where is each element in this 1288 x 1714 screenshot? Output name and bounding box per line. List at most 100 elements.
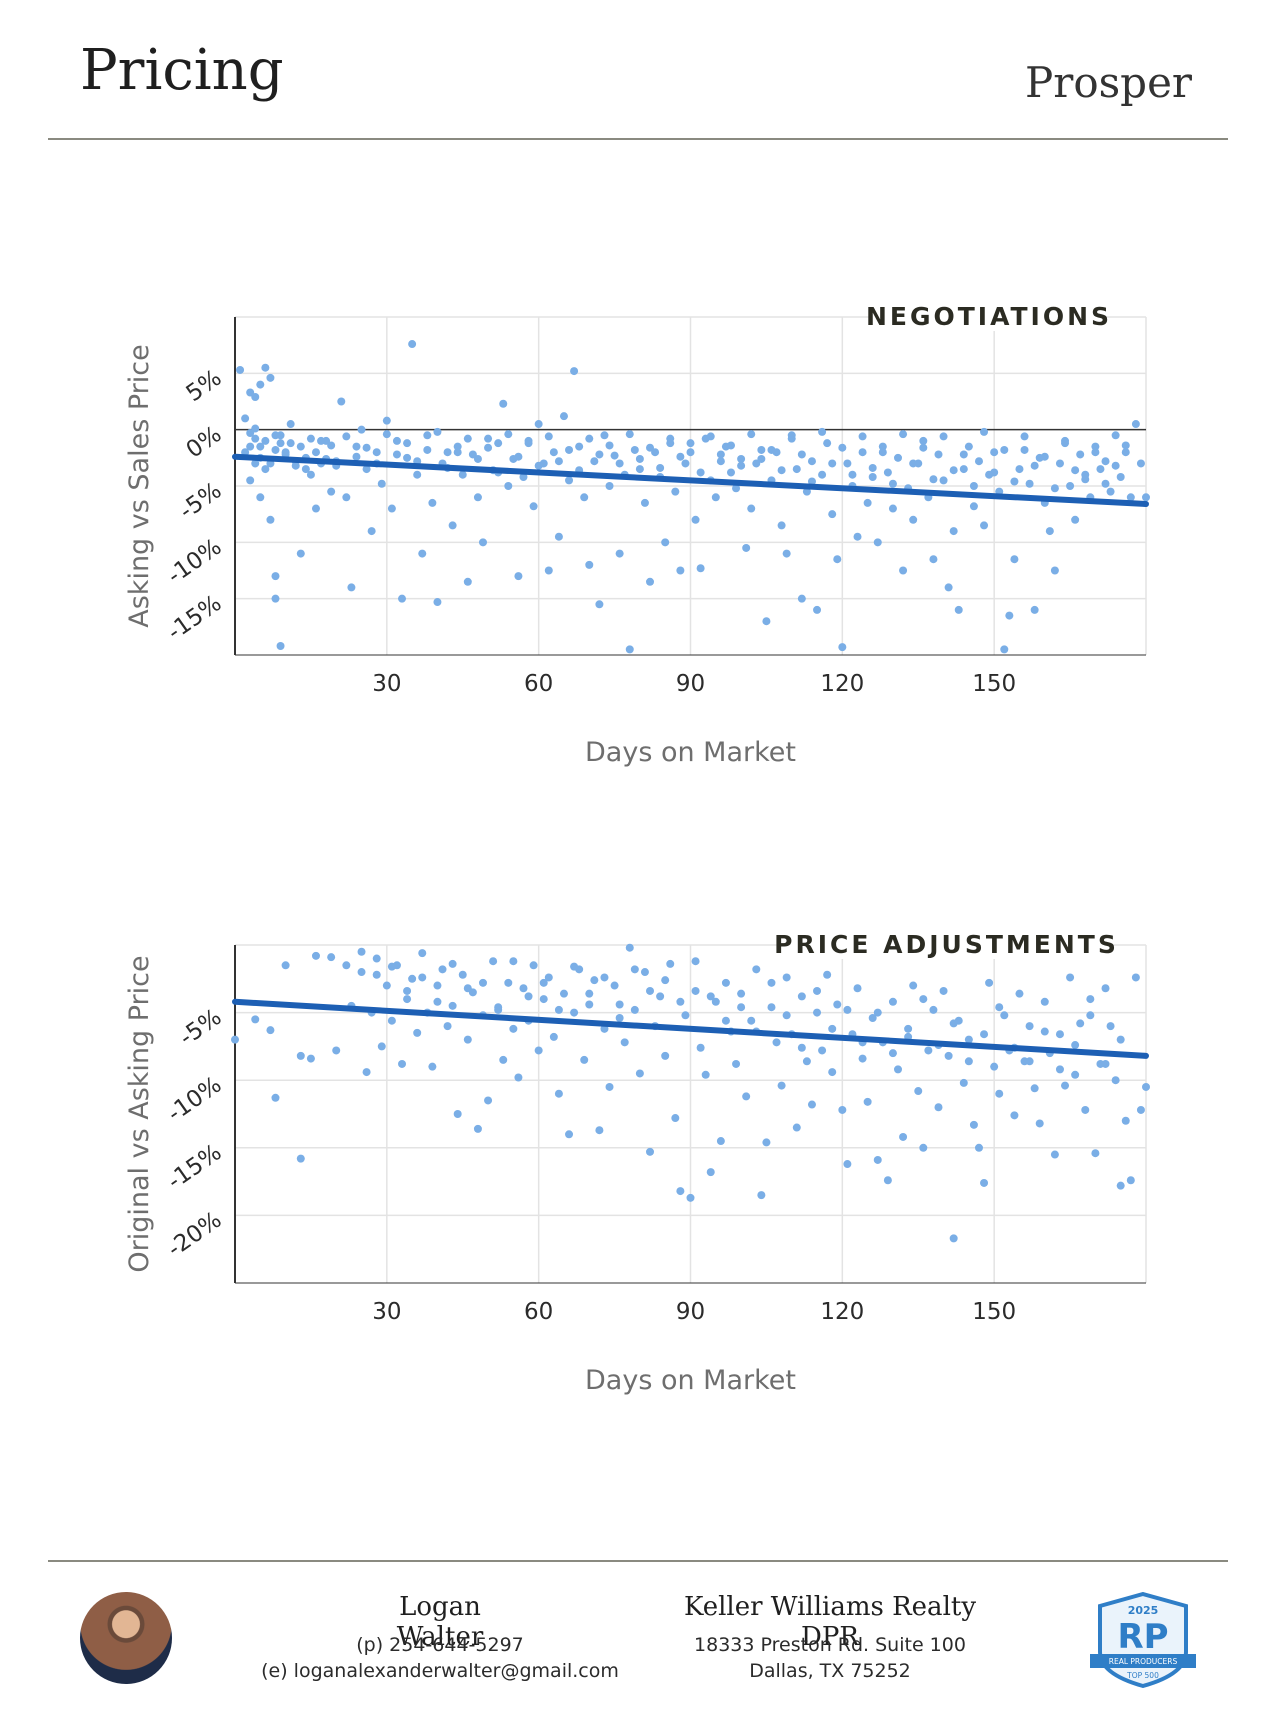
data-point [807, 457, 816, 466]
data-point [828, 510, 837, 519]
data-point [625, 943, 634, 952]
agent-photo [80, 1592, 172, 1684]
data-point [899, 1132, 908, 1141]
data-point [635, 454, 644, 463]
data-point [438, 965, 447, 974]
data-point [1126, 493, 1135, 502]
data-point [357, 947, 366, 956]
data-point [661, 1051, 670, 1060]
data-point [802, 487, 811, 496]
data-point [1111, 1076, 1120, 1085]
data-point [635, 465, 644, 474]
data-point [403, 995, 412, 1004]
data-point [691, 515, 700, 524]
data-point [686, 448, 695, 457]
real-producers-badge-icon: 2025 RP REAL PRODUCERS TOP 500 [1090, 1592, 1196, 1688]
data-point [726, 441, 735, 450]
data-point [1101, 984, 1110, 993]
data-point [352, 452, 361, 461]
y-tick-label: 5% [182, 365, 227, 407]
data-point [236, 365, 245, 374]
data-point [1005, 611, 1014, 620]
y-tick-label: -20% [163, 1207, 227, 1262]
data-point [858, 432, 867, 441]
data-point [757, 1191, 766, 1200]
x-tick-label: 30 [372, 1299, 401, 1325]
data-point [534, 420, 543, 429]
data-point [818, 470, 827, 479]
data-point [519, 472, 528, 481]
data-point [615, 1014, 624, 1023]
data-point [534, 461, 543, 470]
data-point [919, 1143, 928, 1152]
data-point [1015, 989, 1024, 998]
data-point [1020, 432, 1029, 441]
data-point [782, 1011, 791, 1020]
data-point [807, 477, 816, 486]
data-point [701, 1070, 710, 1079]
data-point [899, 566, 908, 575]
data-point [721, 1016, 730, 1025]
data-point [1076, 450, 1085, 459]
data-point [888, 479, 897, 488]
data-point [484, 434, 493, 443]
data-point [1071, 1041, 1080, 1050]
data-point [929, 475, 938, 484]
data-point [463, 1035, 472, 1044]
data-point [327, 441, 336, 450]
data-point [646, 1147, 655, 1156]
data-point [1116, 1035, 1125, 1044]
data-point [894, 1065, 903, 1074]
data-point [818, 1046, 827, 1055]
data-point [377, 479, 386, 488]
data-point [873, 538, 882, 547]
chart-title: PRICE ADJUSTMENTS [774, 930, 1119, 959]
data-point [418, 973, 427, 982]
data-point [398, 594, 407, 603]
data-point [1010, 477, 1019, 486]
data-point [868, 472, 877, 481]
data-point [646, 443, 655, 452]
data-point [1055, 1030, 1064, 1039]
data-point [838, 643, 847, 652]
data-point [671, 1114, 680, 1123]
data-point [929, 1005, 938, 1014]
data-point [590, 457, 599, 466]
data-point [478, 978, 487, 987]
data-point [433, 981, 442, 990]
data-point [716, 1137, 725, 1146]
data-point [1050, 484, 1059, 493]
data-point [387, 962, 396, 971]
x-tick-label: 150 [972, 1299, 1016, 1325]
data-point [595, 600, 604, 609]
x-axis-label: Days on Market [585, 1365, 796, 1396]
data-point [1000, 645, 1009, 654]
data-point [737, 454, 746, 463]
data-point [1061, 1081, 1070, 1090]
data-point [964, 1035, 973, 1044]
data-point [737, 989, 746, 998]
data-point [888, 1049, 897, 1058]
data-point [980, 521, 989, 530]
data-point [615, 1000, 624, 1009]
data-point [286, 439, 295, 448]
data-point [408, 974, 417, 983]
chart-title: NEGOTIATIONS [866, 302, 1112, 331]
data-point [1030, 605, 1039, 614]
badge-logo: RP [1117, 1617, 1168, 1657]
data-point [1111, 461, 1120, 470]
data-point [554, 1089, 563, 1098]
data-point [311, 951, 320, 960]
data-point [352, 442, 361, 451]
data-point [1000, 1011, 1009, 1020]
data-point [580, 1055, 589, 1064]
y-tick-label: -5% [175, 478, 227, 525]
data-point [276, 641, 285, 650]
data-point [1116, 1181, 1125, 1190]
data-point [833, 1000, 842, 1009]
x-axis-label: Days on Market [585, 737, 796, 768]
data-point [772, 1038, 781, 1047]
data-point [888, 997, 897, 1006]
data-point [661, 976, 670, 985]
data-point [823, 439, 832, 448]
